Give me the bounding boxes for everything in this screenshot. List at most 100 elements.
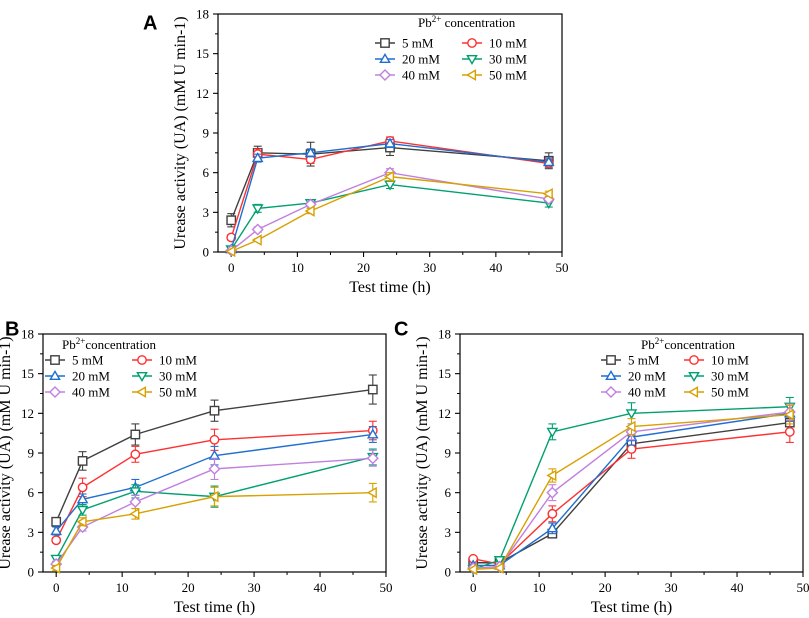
series-50-mm	[467, 404, 794, 576]
y-tick-label: 9	[445, 446, 452, 461]
legend-marker	[688, 371, 700, 383]
data-point	[304, 146, 317, 157]
panel-b: B 0 10 20 30 40 50 0 3 6 9 12 15 18 Test time (h) Ureas…	[0, 319, 393, 616]
legend-marker	[380, 38, 390, 48]
y-axis-label: Urease activity (UA) (mM U min-1)	[414, 336, 431, 569]
legend-label: 5 mM	[402, 36, 434, 51]
y-tick-label: 12	[438, 406, 451, 421]
y-axis-label: Urease activity (UA) (mM U min-1)	[0, 336, 14, 569]
data-point	[251, 152, 264, 163]
panel-letter: B	[5, 319, 19, 341]
legend-item: 10 mM	[462, 36, 527, 51]
data-point	[76, 515, 87, 528]
y-tick-label: 18	[21, 327, 34, 342]
legend-marker	[465, 69, 477, 81]
data-point	[542, 187, 553, 200]
data-point	[626, 444, 637, 454]
legend-item: 20 mM	[45, 369, 110, 384]
legend-marker	[379, 52, 391, 64]
data-point	[467, 563, 478, 576]
legend-label: 40 mM	[402, 68, 440, 83]
y-tick-label: 6	[28, 485, 35, 500]
y-tick-label: 0	[445, 565, 452, 580]
legend-marker	[136, 371, 148, 383]
legend-marker	[605, 369, 617, 381]
series-line	[230, 183, 549, 250]
data-point	[367, 384, 378, 395]
legend-item: 20 mM	[375, 52, 440, 67]
legend-title-base: Pb	[62, 337, 76, 352]
x-axis-label: Test time (h)	[349, 279, 431, 296]
legend-marker	[50, 355, 60, 365]
data-point	[130, 449, 141, 460]
y-tick-label: 9	[203, 126, 210, 141]
data-point	[76, 493, 89, 504]
data-point	[625, 420, 636, 433]
data-point	[129, 487, 142, 498]
legend-title-rest: concentration	[441, 15, 515, 30]
y-tick-label: 12	[196, 86, 209, 101]
legend-item: 10 mM	[132, 353, 197, 368]
legend-label: 30 mM	[489, 52, 527, 67]
data-point	[77, 482, 88, 493]
y-tick-label: 15	[196, 46, 209, 61]
data-point	[51, 535, 62, 546]
legend-title: Pb2+concentration	[641, 336, 736, 352]
legend-item: 50 mM	[462, 68, 527, 83]
data-point	[366, 452, 379, 465]
legend-item: 30 mM	[684, 369, 749, 384]
series-10-mm	[51, 420, 378, 546]
data-point	[625, 409, 638, 420]
legend-label: 50 mM	[489, 68, 527, 83]
data-point	[226, 232, 237, 243]
legend-marker	[604, 385, 618, 399]
legend-item: 20 mM	[601, 369, 666, 384]
legend-marker	[687, 386, 699, 398]
series-50-mm	[50, 482, 377, 574]
legend-label: 20 mM	[628, 369, 666, 384]
legend-title-base: Pb	[418, 15, 432, 30]
legend-label: 40 mM	[72, 385, 110, 400]
data-point	[547, 508, 558, 519]
legend-title: Pb2+concentration	[62, 336, 157, 352]
legend-item: 5 mM	[375, 36, 434, 51]
data-point	[226, 215, 237, 226]
x-tick-label: 50	[556, 260, 569, 275]
legend-label: 50 mM	[159, 385, 197, 400]
legend-title-rest: concentration	[664, 337, 735, 352]
legend-marker	[137, 355, 147, 365]
legend-item: 50 mM	[132, 385, 197, 400]
legend-marker	[378, 68, 392, 82]
data-point	[546, 469, 557, 482]
legend-marker	[49, 369, 61, 381]
y-axis-label: Urease activity (UA) (mM U min-1)	[172, 16, 189, 249]
y-tick-label: 9	[28, 446, 35, 461]
data-point	[50, 524, 63, 536]
legend-item: 30 mM	[462, 52, 527, 67]
x-tick-label: 50	[380, 580, 393, 595]
data-point	[209, 434, 220, 445]
series-5-mm	[51, 374, 378, 527]
series-line	[230, 142, 549, 250]
legend-marker	[466, 54, 478, 66]
legend-label: 20 mM	[402, 52, 440, 67]
data-point	[784, 426, 795, 437]
x-tick-label: 0	[470, 580, 477, 595]
x-tick-label: 20	[182, 580, 195, 595]
legend-item: 40 mM	[45, 385, 110, 400]
y-tick-label: 12	[21, 406, 34, 421]
panel-letter: C	[394, 319, 408, 341]
y-tick-label: 18	[438, 327, 451, 342]
legend-marker	[135, 386, 147, 398]
legend-label: 30 mM	[159, 369, 197, 384]
legend-title-sup: 2+	[655, 336, 665, 346]
legend: Pb2+ concentration 5 mM 10 mM 20 mM 30 mM 40 …	[375, 14, 527, 83]
data-point	[251, 234, 262, 246]
data-point	[546, 522, 559, 533]
y-tick-label: 6	[203, 165, 210, 180]
x-tick-label: 20	[357, 260, 370, 275]
data-point	[50, 562, 61, 574]
legend-label: 5 mM	[628, 353, 660, 368]
